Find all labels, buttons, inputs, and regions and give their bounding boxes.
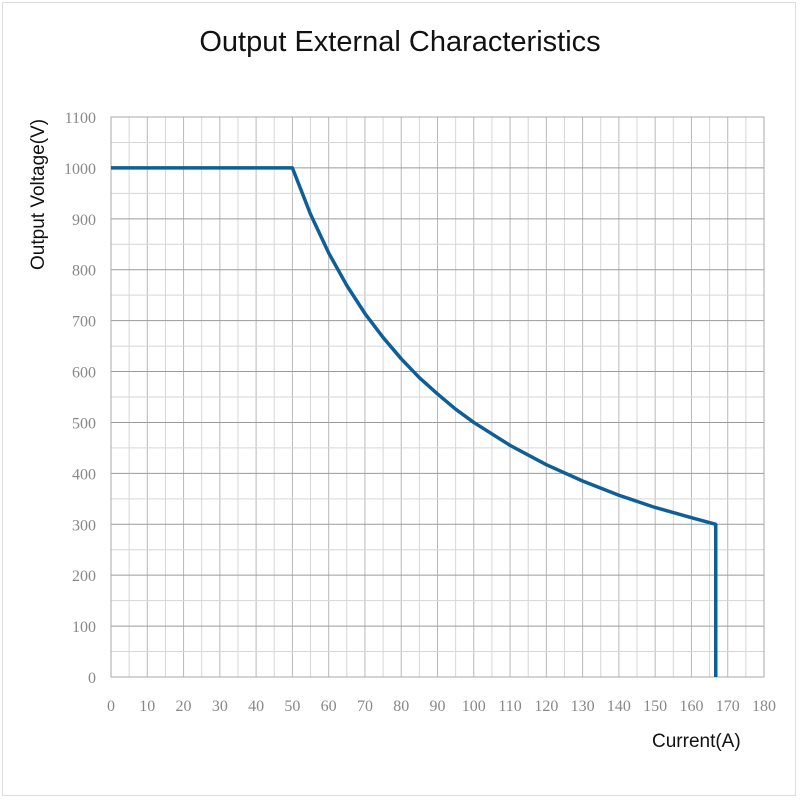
plot-border [110, 116, 765, 678]
y-tick-label: 1100 [65, 110, 96, 127]
series-line [111, 166, 718, 677]
x-tick-label: 160 [679, 698, 703, 715]
x-tick-label: 40 [248, 698, 264, 715]
y-tick-label: 800 [72, 263, 96, 280]
x-tick-label: 50 [284, 698, 300, 715]
x-tick-label: 10 [139, 698, 155, 715]
x-tick-label: 70 [357, 698, 373, 715]
x-tick-label: 140 [607, 698, 631, 715]
x-tick-label: 130 [571, 698, 595, 715]
y-tick-label: 300 [72, 517, 96, 534]
x-tick-label: 20 [176, 698, 192, 715]
x-tick-label: 90 [430, 698, 446, 715]
y-tick-label: 700 [72, 314, 96, 331]
x-tick-label: 60 [321, 698, 337, 715]
x-tick-label: 110 [498, 698, 521, 715]
x-tick-label: 170 [716, 698, 740, 715]
x-axis-label: Current(A) [652, 731, 741, 752]
y-tick-label: 200 [72, 568, 96, 585]
y-tick-label: 900 [72, 212, 96, 229]
y-tick-label: 500 [72, 415, 96, 432]
y-tick-label: 1000 [64, 161, 96, 178]
x-tick-label: 180 [752, 698, 776, 715]
x-tick-label: 0 [107, 698, 115, 715]
x-tick-label: 30 [212, 698, 228, 715]
x-tick-label: 80 [393, 698, 409, 715]
x-tick-label: 150 [643, 698, 667, 715]
y-tick-label: 400 [72, 466, 96, 483]
y-tick-label: 0 [88, 670, 96, 687]
chart-title: Output External Characteristics [199, 26, 601, 58]
y-tick-label: 100 [72, 619, 96, 636]
x-tick-label: 100 [462, 698, 486, 715]
y-tick-label: 600 [72, 365, 96, 382]
x-tick-label: 120 [534, 698, 558, 715]
